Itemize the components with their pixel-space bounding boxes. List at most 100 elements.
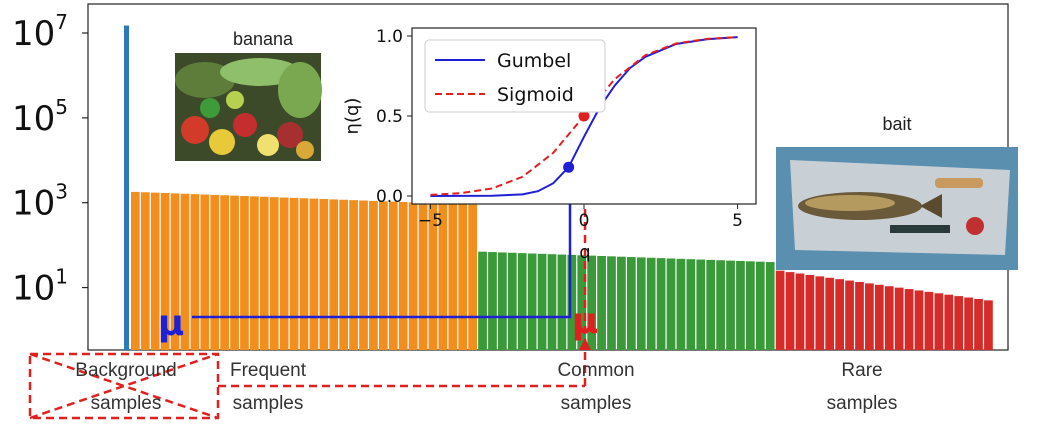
bar-rare (825, 277, 835, 350)
bait-photo: bait (776, 114, 1018, 270)
bar-frequent (458, 204, 468, 350)
bar-common (498, 252, 507, 350)
category-rare-line1: Rare (841, 360, 882, 381)
bar-frequent (160, 193, 170, 350)
banana-photo: banana (175, 29, 322, 161)
bar-common (765, 262, 775, 350)
bar-frequent (210, 194, 220, 350)
bar-frequent (170, 193, 180, 350)
category-frequent-line2: samples (233, 393, 304, 414)
inset-y-tick-label: 1.0 (376, 27, 403, 47)
bar-common (676, 258, 686, 350)
inset-y-tick-label: 0.0 (376, 187, 403, 207)
inset-legend: Gumbel Sigmoid (424, 39, 606, 113)
bar-frequent (418, 202, 428, 350)
bar-common (517, 253, 527, 350)
category-background-line2: samples (91, 393, 162, 414)
bar-frequent (309, 198, 319, 350)
bar-frequent (180, 193, 190, 350)
bar-frequent (329, 199, 339, 350)
banana-image-label: banana (233, 29, 294, 49)
bar-frequent (240, 196, 249, 350)
bar-frequent (428, 203, 438, 350)
bait-image-label: bait (882, 114, 911, 134)
inset-y-label: η(q) (342, 98, 363, 135)
highlight-point-1 (578, 110, 590, 122)
bar-frequent (319, 199, 329, 350)
category-rare-line2: samples (827, 393, 898, 414)
blue-threshold-line (192, 166, 572, 319)
bar-common (716, 260, 725, 350)
bar-frequent (259, 196, 269, 350)
inset-x-tick-label: 5 (732, 211, 743, 231)
bar-common (537, 253, 547, 350)
bar-rare (845, 280, 854, 350)
main-y-tick-label: 105 (12, 95, 68, 139)
bar-rare (904, 289, 914, 350)
bar-frequent (369, 200, 378, 350)
inset-x-label: q (579, 242, 590, 263)
bar-rare (855, 281, 864, 350)
main-y-tick-label: 107 (12, 10, 68, 54)
bar-background (124, 25, 129, 351)
legend-gumbel-label: Gumbel (497, 50, 571, 72)
bar-frequent (349, 200, 358, 350)
bar-frequent (279, 197, 289, 350)
bar-rare (785, 272, 795, 350)
bar-rare (775, 270, 785, 350)
bar-frequent (150, 192, 160, 350)
bar-common (567, 254, 577, 350)
bar-frequent (200, 194, 210, 350)
background-dashed-box (28, 352, 585, 420)
bar-common (696, 259, 706, 350)
bar-rare (805, 274, 815, 350)
bar-rare (964, 297, 973, 350)
bar-frequent (131, 191, 140, 350)
bar-rare (974, 298, 983, 350)
bar-frequent (378, 201, 388, 350)
bar-frequent (388, 201, 398, 350)
bar-rare (924, 291, 934, 350)
category-frequent-line1: Frequent (230, 360, 307, 381)
bar-frequent (448, 203, 458, 350)
bar-common (547, 254, 557, 350)
bar-common (607, 256, 616, 350)
bar-rare (884, 286, 894, 350)
bar-frequent (398, 202, 408, 350)
bar-rare (934, 293, 944, 350)
bar-common (646, 257, 656, 350)
bar-common (656, 258, 666, 350)
bar-common (478, 251, 487, 350)
bar-rare (874, 284, 884, 350)
bar-frequent (250, 196, 259, 350)
bar-common (626, 257, 636, 350)
bar-frequent (408, 202, 418, 350)
category-common-line1: Common (557, 360, 634, 381)
bar-common (636, 257, 646, 350)
inset-ticks: −5 0 5 0.0 0.5 1.0 (376, 27, 743, 231)
bar-rare (914, 290, 924, 350)
bar-common (706, 259, 716, 350)
bar-frequent (468, 204, 477, 350)
bar-rare (954, 296, 964, 350)
category-background-line1: Background (75, 360, 176, 381)
bar-common (527, 253, 537, 350)
main-y-tick-label: 103 (12, 180, 68, 224)
inset-y-tick-label: 0.5 (376, 107, 403, 127)
main-y-tick-label: 101 (12, 265, 68, 309)
bar-frequent (359, 200, 368, 350)
highlight-point-0 (563, 161, 575, 173)
bar-common (746, 261, 755, 350)
bar-common (755, 261, 765, 350)
category-common-line2: samples (561, 393, 632, 414)
category-labels: Background samples Frequent samples Comm… (75, 360, 897, 414)
bar-common (736, 260, 745, 350)
bar-common (557, 254, 567, 350)
bar-frequent (289, 197, 299, 350)
bar-rare (894, 287, 904, 350)
main-y-ticks: 101 103 105 107 (12, 10, 88, 309)
bar-common (726, 260, 735, 350)
inset-plot: −5 0 5 0.0 0.5 1.0 η(q) q Gumbel Sigmoid (342, 27, 757, 263)
bar-rare (815, 276, 825, 350)
